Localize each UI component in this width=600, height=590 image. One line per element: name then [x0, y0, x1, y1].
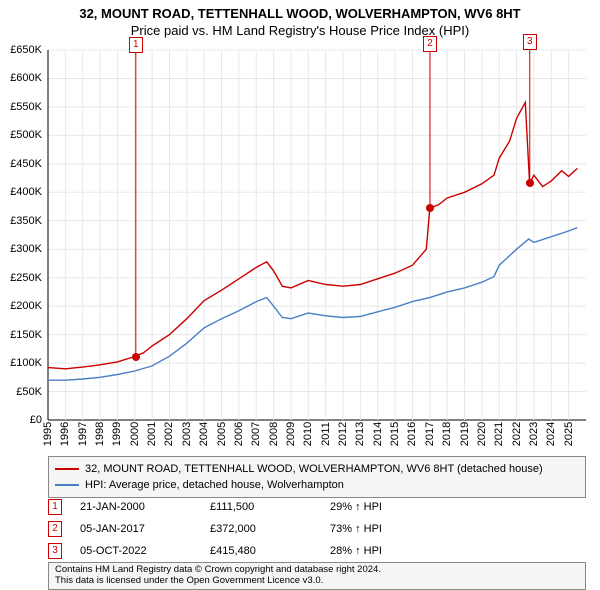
event-row: 2 05-JAN-2017 £372,000 73% ↑ HPI [48, 518, 586, 540]
event-marker-box: 3 [48, 543, 62, 559]
y-tick-label: £350K [10, 215, 42, 227]
x-tick-label: 1999 [111, 422, 123, 446]
chart-area: £0£50K£100K£150K£200K£250K£300K£350K£400… [48, 50, 586, 420]
x-tick-label: 2022 [511, 422, 523, 446]
x-tick-label: 2025 [563, 422, 575, 446]
events-table: 1 21-JAN-2000 £111,500 29% ↑ HPI 2 05-JA… [48, 496, 586, 562]
y-tick-label: £200K [10, 300, 42, 312]
chart-svg [48, 50, 586, 420]
x-tick-label: 2003 [181, 422, 193, 446]
x-tick-label: 2013 [354, 422, 366, 446]
legend-label: HPI: Average price, detached house, Wolv… [85, 479, 344, 491]
event-pct: 73% ↑ HPI [330, 523, 382, 535]
x-tick-label: 1996 [59, 422, 71, 446]
x-tick-label: 2018 [441, 422, 453, 446]
event-marker-box: 2 [48, 521, 62, 537]
event-row: 1 21-JAN-2000 £111,500 29% ↑ HPI [48, 496, 586, 518]
x-tick-label: 2001 [146, 422, 158, 446]
event-date: 05-OCT-2022 [80, 545, 210, 557]
event-dot [132, 353, 140, 361]
y-tick-label: £100K [10, 357, 42, 369]
y-tick-label: £600K [10, 72, 42, 84]
y-tick-label: £300K [10, 243, 42, 255]
event-price: £111,500 [210, 501, 330, 513]
y-tick-label: £650K [10, 44, 42, 56]
event-row: 3 05-OCT-2022 £415,480 28% ↑ HPI [48, 540, 586, 562]
y-tick-label: £250K [10, 272, 42, 284]
x-tick-label: 2002 [163, 422, 175, 446]
legend-row: HPI: Average price, detached house, Wolv… [55, 477, 579, 493]
event-dot [526, 179, 534, 187]
x-tick-label: 2011 [320, 422, 332, 446]
title-subtitle: Price paid vs. HM Land Registry's House … [8, 23, 592, 38]
series-line-property [48, 102, 577, 368]
title-block: 32, MOUNT ROAD, TETTENHALL WOOD, WOLVERH… [0, 0, 600, 40]
event-marker-on-chart: 1 [129, 37, 143, 53]
y-tick-label: £400K [10, 186, 42, 198]
legend-row: 32, MOUNT ROAD, TETTENHALL WOOD, WOLVERH… [55, 461, 579, 477]
y-tick-label: £0 [30, 414, 42, 426]
event-dot [426, 204, 434, 212]
x-tick-label: 1995 [42, 422, 54, 446]
x-tick-label: 2017 [424, 422, 436, 446]
x-tick-label: 2004 [198, 422, 210, 446]
legend-label: 32, MOUNT ROAD, TETTENHALL WOOD, WOLVERH… [85, 463, 543, 475]
event-price: £415,480 [210, 545, 330, 557]
x-tick-label: 2016 [406, 422, 418, 446]
y-tick-label: £550K [10, 101, 42, 113]
event-marker-box: 1 [48, 499, 62, 515]
x-tick-label: 2012 [337, 422, 349, 446]
x-tick-label: 2008 [268, 422, 280, 446]
x-tick-label: 2024 [545, 422, 557, 446]
x-tick-label: 2009 [285, 422, 297, 446]
legend: 32, MOUNT ROAD, TETTENHALL WOOD, WOLVERH… [48, 456, 586, 498]
x-tick-label: 1998 [94, 422, 106, 446]
y-tick-label: £450K [10, 158, 42, 170]
event-date: 21-JAN-2000 [80, 501, 210, 513]
event-date: 05-JAN-2017 [80, 523, 210, 535]
x-tick-label: 2010 [302, 422, 314, 446]
event-marker-on-chart: 2 [423, 36, 437, 52]
event-marker-on-chart: 3 [523, 34, 537, 50]
event-price: £372,000 [210, 523, 330, 535]
x-tick-label: 2006 [233, 422, 245, 446]
x-tick-label: 2015 [389, 422, 401, 446]
x-tick-label: 1997 [77, 422, 89, 446]
event-pct: 28% ↑ HPI [330, 545, 382, 557]
title-address: 32, MOUNT ROAD, TETTENHALL WOOD, WOLVERH… [8, 6, 592, 21]
x-tick-label: 2005 [216, 422, 228, 446]
x-tick-label: 2020 [476, 422, 488, 446]
event-pct: 29% ↑ HPI [330, 501, 382, 513]
y-tick-label: £500K [10, 129, 42, 141]
x-tick-label: 2014 [372, 422, 384, 446]
x-tick-label: 2021 [493, 422, 505, 446]
series-line-hpi [48, 228, 577, 381]
attribution-line: This data is licensed under the Open Gov… [55, 576, 579, 587]
y-tick-label: £50K [16, 386, 42, 398]
x-tick-label: 2000 [129, 422, 141, 446]
x-tick-label: 2007 [250, 422, 262, 446]
x-tick-label: 2023 [528, 422, 540, 446]
attribution: Contains HM Land Registry data © Crown c… [48, 562, 586, 590]
legend-swatch [55, 468, 79, 470]
y-tick-label: £150K [10, 329, 42, 341]
legend-swatch [55, 484, 79, 486]
chart-container: 32, MOUNT ROAD, TETTENHALL WOOD, WOLVERH… [0, 0, 600, 590]
x-tick-label: 2019 [459, 422, 471, 446]
